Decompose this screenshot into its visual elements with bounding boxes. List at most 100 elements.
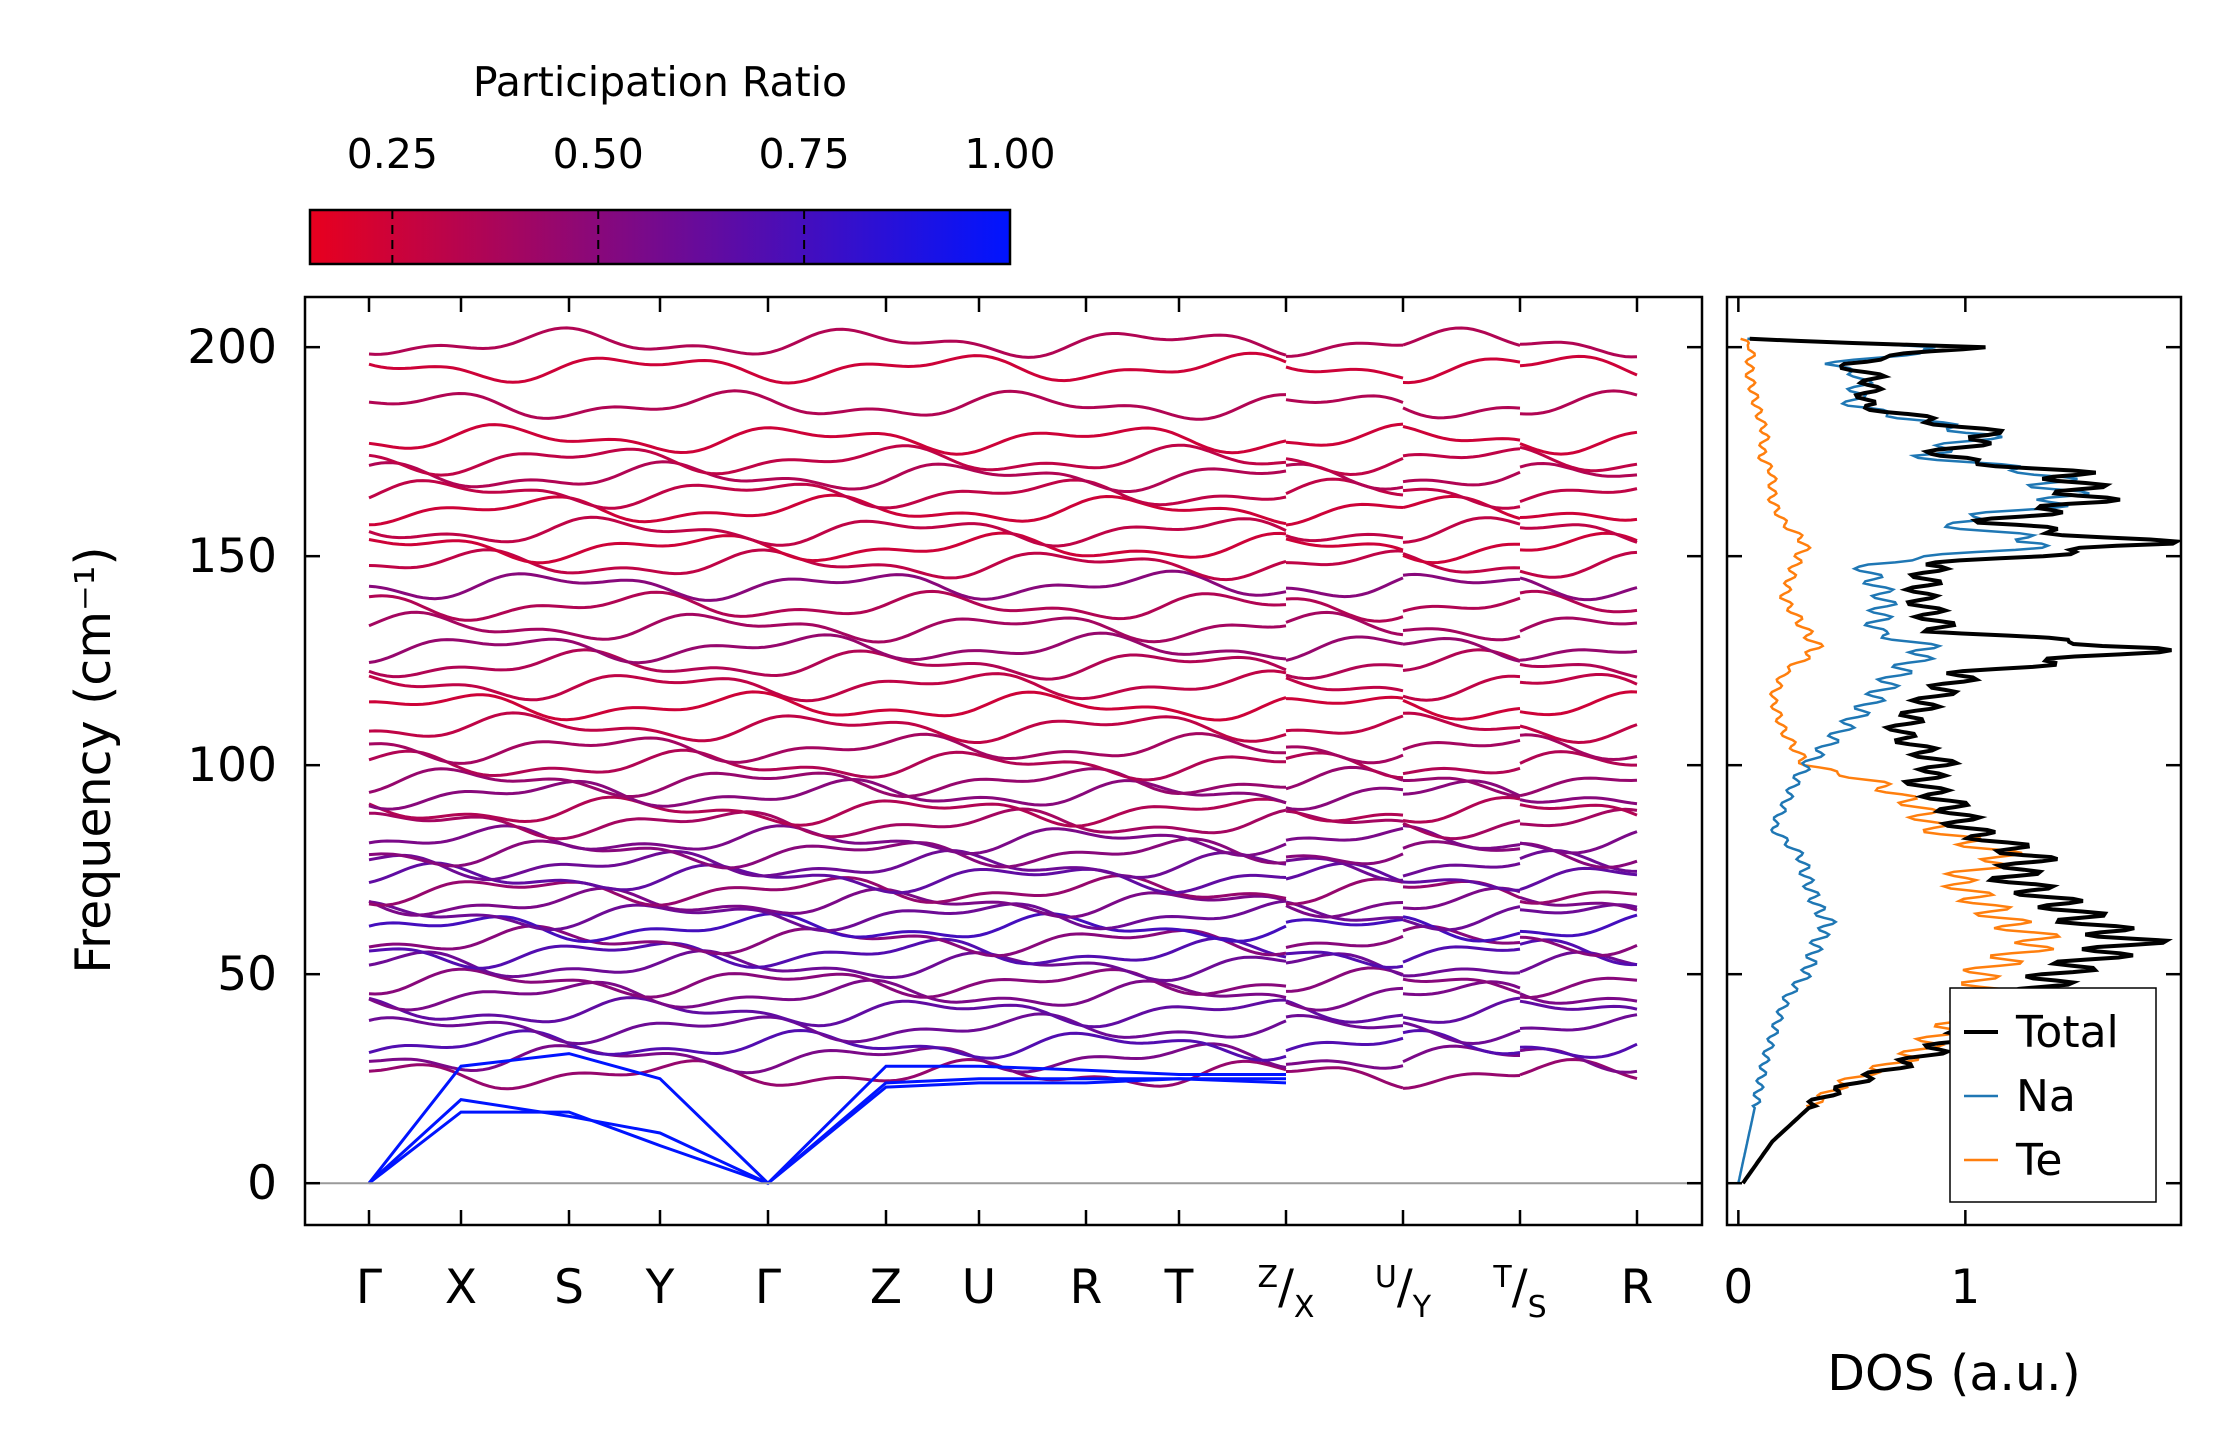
- acoustic-branch: [368, 1077, 1286, 1185]
- phonon-band: [1519, 511, 1638, 522]
- phonon-band: [368, 899, 1287, 933]
- phonon-band: [1519, 976, 1638, 1000]
- phonon-band: [1402, 905, 1521, 932]
- phonon-band: [368, 460, 1287, 493]
- phonon-band: [1519, 890, 1638, 905]
- dos-curve-total: [1741, 336, 2181, 1185]
- phonon-band: [1519, 999, 1638, 1011]
- phonon-band: [1285, 365, 1404, 380]
- phonon-band: [1519, 354, 1638, 377]
- colorbar-tick-label: 1.00: [964, 130, 1055, 178]
- phonon-band: [1519, 445, 1638, 473]
- acoustic-branch: [367, 1052, 1286, 1186]
- phonon-band: [1285, 477, 1404, 497]
- k-point-label: Γ: [356, 1260, 382, 1315]
- phonon-band: [1285, 852, 1404, 866]
- phonon-band: [1285, 610, 1404, 637]
- phonon-band: [368, 515, 1287, 548]
- dos-curve-te: [1740, 337, 2062, 1184]
- phonon-band: [1519, 913, 1638, 938]
- phonon-band: [1519, 461, 1638, 478]
- phonon-band: [1402, 636, 1521, 663]
- phonon-band: [1285, 826, 1404, 842]
- y-tick-label: 100: [187, 738, 277, 793]
- phonon-band: [1402, 915, 1521, 943]
- phonon-band: [368, 478, 1287, 510]
- phonon-band: [1519, 662, 1638, 679]
- phonon-band: [1402, 795, 1521, 824]
- k-point-label: R: [1070, 1260, 1103, 1315]
- phonon-band: [1402, 878, 1520, 892]
- dos-x-tick-label: 1: [1950, 1260, 1980, 1315]
- phonon-band: [1285, 877, 1404, 906]
- phonon-band: [1402, 766, 1521, 776]
- phonon-band: [368, 589, 1287, 622]
- y-tick-label: 200: [187, 320, 277, 375]
- phonon-band: [1285, 918, 1404, 927]
- phonon-band: [368, 569, 1287, 602]
- colorbar: Participation Ratio 0.25 0.50 0.75 1.00: [308, 58, 1056, 266]
- phonon-band: [1285, 695, 1404, 705]
- phonon-band: [1285, 597, 1404, 623]
- phonon-band: [1519, 589, 1638, 614]
- phonon-band: [1285, 900, 1404, 922]
- phonon-band: [368, 824, 1287, 858]
- phonon-band: [1285, 1013, 1404, 1030]
- phonon-band: [368, 631, 1287, 665]
- phonon-band: [1402, 738, 1521, 752]
- phonon-band: [1519, 733, 1638, 762]
- phonon-band: [368, 807, 1287, 841]
- phonon-band: [1285, 394, 1404, 405]
- phonon-band: [1285, 765, 1404, 791]
- phonon-band: [368, 886, 1287, 919]
- phonon-band: [1285, 966, 1404, 993]
- phonon-band: [368, 711, 1287, 744]
- phonon-band: [1285, 1036, 1404, 1053]
- y-tick-label: 0: [247, 1156, 277, 1211]
- phonon-band: [368, 351, 1287, 385]
- legend-box: [1949, 987, 2157, 1203]
- colorbar-tick-label: 0.50: [553, 130, 644, 178]
- phonon-band: [368, 1057, 1287, 1091]
- phonon-band: [1402, 648, 1521, 672]
- phonon-band: [368, 648, 1287, 681]
- phonon-band: [368, 748, 1286, 782]
- phonon-band: [1519, 690, 1638, 717]
- phonon-band: [1519, 523, 1638, 544]
- phonon-band: [1285, 1059, 1404, 1070]
- legend: Total Na Te: [1949, 987, 2157, 1203]
- band-panel-frame: [303, 295, 1704, 1227]
- phonon-band: [368, 936, 1287, 970]
- phonon-band: [1402, 824, 1521, 850]
- phonon-band: [1519, 616, 1638, 633]
- phonon-band: [1519, 796, 1638, 806]
- phonon-band: [1285, 806, 1404, 823]
- phonon-band: [1519, 992, 1638, 1005]
- phonon-band: [1402, 711, 1521, 732]
- phonon-band: [1285, 1066, 1404, 1090]
- phonon-band: [368, 874, 1287, 907]
- k-point-label: U: [962, 1260, 996, 1315]
- phonon-band: [1519, 1013, 1638, 1032]
- phonon-band: [1285, 934, 1404, 949]
- phonon-band: [1519, 935, 1638, 957]
- k-point-label: R: [1621, 1260, 1654, 1315]
- phonon-band: [368, 978, 1287, 1012]
- k-point-label: Z: [870, 1260, 902, 1315]
- phonon-band: [368, 848, 1287, 882]
- dos-curve-na: [1737, 337, 2090, 1184]
- phonon-band: [368, 1012, 1287, 1046]
- phonon-band: [1285, 532, 1404, 543]
- phonon-band: [1519, 803, 1638, 817]
- y-axis-title: Frequency (cm⁻¹): [65, 546, 122, 973]
- phonon-band: [1519, 1042, 1638, 1059]
- phonon-band: [1402, 405, 1521, 420]
- phonon-band: [368, 795, 1287, 828]
- legend-label: Te: [2015, 1135, 2062, 1186]
- phonon-band: [368, 732, 1287, 765]
- phonon-band: [1402, 1021, 1521, 1046]
- phonon-band: [1285, 457, 1404, 477]
- colorbar-gradient: [308, 208, 1012, 266]
- phonon-band: [368, 949, 1287, 983]
